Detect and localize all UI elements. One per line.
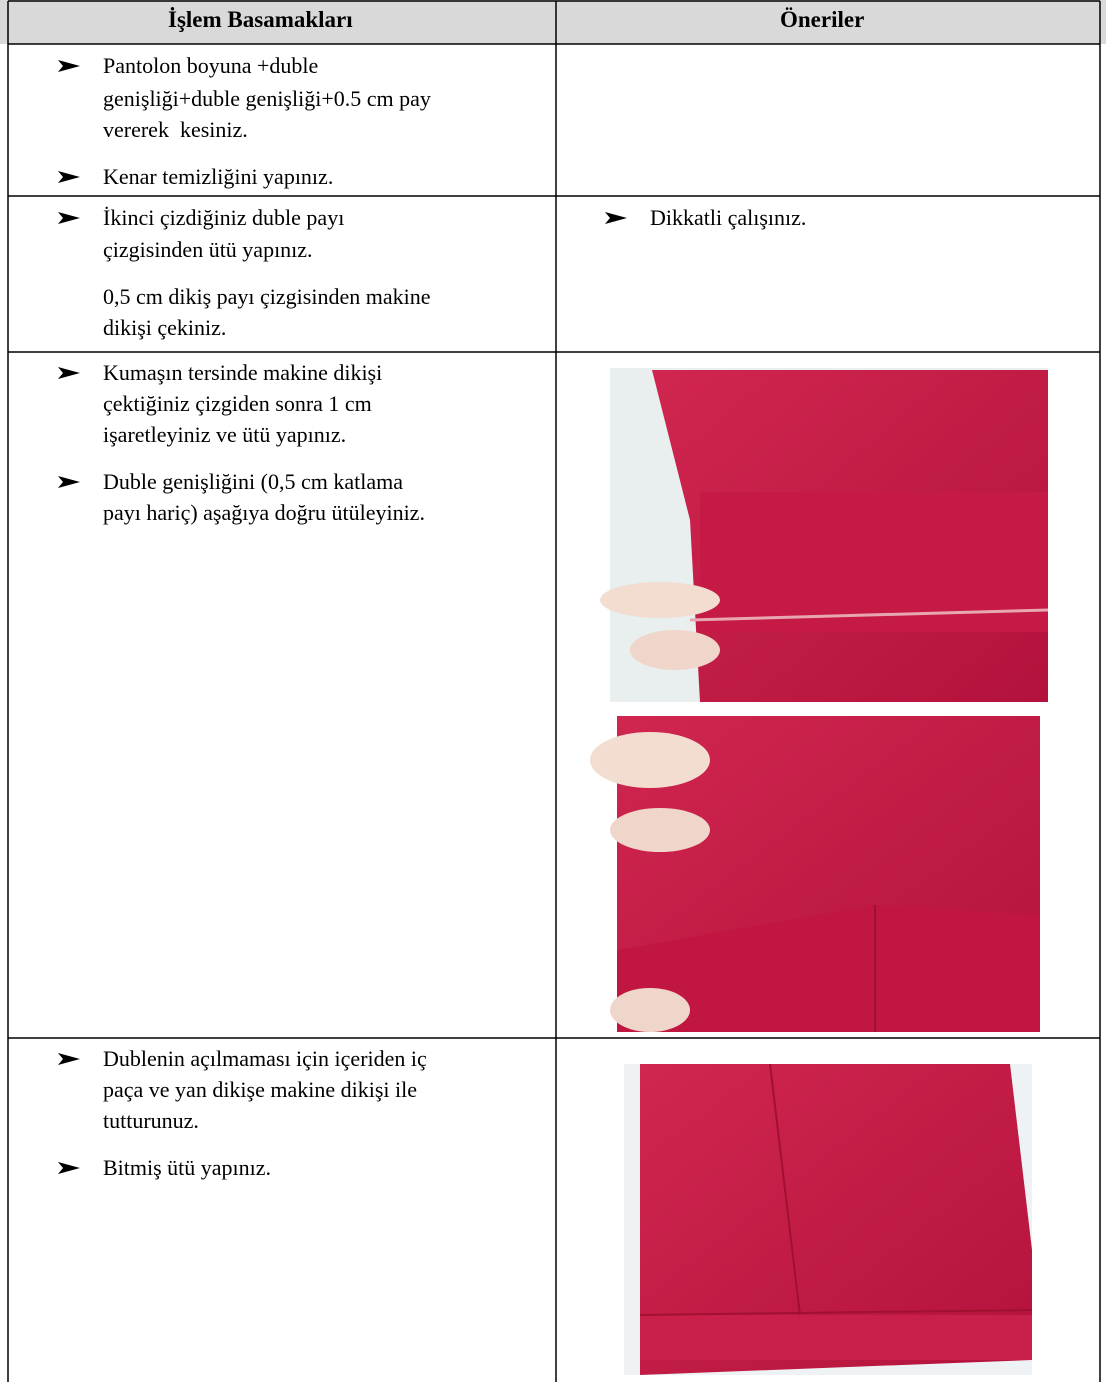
- photo: [624, 1063, 1033, 1375]
- photo: [600, 368, 1049, 702]
- text-line: Dublenin açılmaması için içeriden iç: [103, 1046, 427, 1071]
- text-line: vererek kesiniz.: [103, 117, 248, 142]
- text-line: payı hariç) aşağıya doğru ütüleyiniz.: [103, 500, 425, 525]
- text-line: Kenar temizliğini yapınız.: [103, 164, 334, 189]
- text-line: çektiğiniz çizgiden sonra 1 cm: [103, 391, 372, 416]
- text-line: genişliği+duble genişliği+0.5 cm pay: [103, 86, 431, 111]
- text-line: Pantolon boyuna +duble: [103, 53, 319, 78]
- text-line: tutturunuz.: [103, 1108, 199, 1133]
- text-line: dikişi çekiniz.: [103, 315, 227, 340]
- text-line: çizgisinden ütü yapınız.: [103, 237, 313, 262]
- grid: [7, 0, 1101, 1382]
- bullet-arrows: [58, 60, 627, 1174]
- text-line: paça ve yan dikişe makine dikişi ile: [103, 1077, 418, 1102]
- text-line: Duble genişliğini (0,5 cm katlama: [103, 469, 403, 494]
- header-cell: İşlem Basamakları: [168, 7, 353, 32]
- photo: [590, 716, 1040, 1032]
- header-bg: [0, 0, 1106, 44]
- text-line: işaretleyiniz ve ütü yapınız.: [103, 422, 347, 447]
- text-line: 0,5 cm dikiş payı çizgisinden makine: [103, 284, 431, 309]
- text-line: Dikkatli çalışınız.: [650, 205, 807, 230]
- header-cell: Öneriler: [780, 7, 865, 32]
- text-line: Kumaşın tersinde makine dikişi: [103, 360, 383, 385]
- text-line: İkinci çizdiğiniz duble payı: [103, 205, 345, 230]
- text-line: Bitmiş ütü yapınız.: [103, 1155, 272, 1180]
